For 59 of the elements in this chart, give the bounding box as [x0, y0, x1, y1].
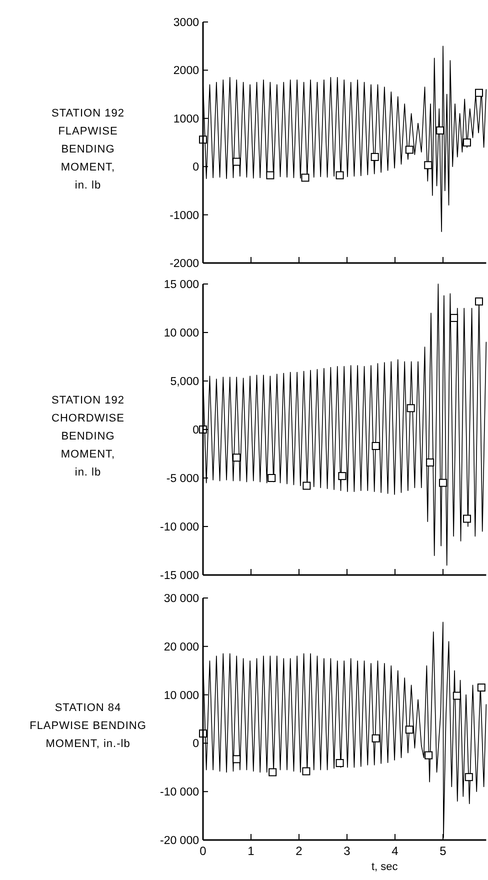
y-tick-label: -2000: [170, 258, 199, 270]
point: [450, 314, 458, 322]
point: [336, 171, 344, 180]
x-axis-title: t, sec: [371, 861, 398, 873]
point: [475, 88, 483, 97]
point: [426, 458, 434, 466]
y-tick-label: -20 000: [160, 835, 199, 848]
y-tick-label: 3000: [173, 17, 199, 30]
y-tick-label: -10 000: [160, 522, 199, 534]
y-tick-label: 0: [192, 162, 199, 174]
point: [370, 152, 379, 161]
y-tick-label: -1000: [170, 210, 199, 222]
point: [336, 759, 344, 768]
point: [266, 171, 274, 180]
point: [436, 126, 444, 134]
point: [452, 692, 461, 700]
y-tick-label: 20 000: [164, 641, 199, 654]
x-tick-label: 5: [440, 844, 447, 858]
y-axis-title: STATION 192 CHORDWISE BENDING MOMENT, in. lb: [52, 394, 124, 478]
point: [475, 297, 483, 306]
y-tick-label: 30 000: [164, 593, 199, 606]
point: [302, 482, 311, 490]
y-tick-label: 15 000: [164, 279, 199, 292]
point: [268, 768, 277, 776]
x-tick-label: 1: [248, 844, 255, 858]
point: [372, 734, 380, 742]
point: [406, 404, 415, 412]
x-tick-label: 4: [392, 844, 399, 858]
y-tick-label: 1000: [173, 113, 199, 126]
point: [405, 726, 414, 734]
y-tick-label: 5,000: [170, 376, 199, 388]
y-tick-label: 2000: [173, 65, 199, 78]
point: [463, 138, 471, 146]
point: [372, 442, 380, 450]
point: [477, 684, 486, 692]
y-tick-label: -15 000: [160, 570, 199, 582]
point: [405, 146, 414, 154]
point: [232, 158, 241, 166]
point: [439, 478, 447, 487]
y-axis-title: STATION 84 FLAPWISE BENDING MOMENT, in.-lb: [30, 702, 146, 750]
point: [301, 174, 310, 182]
y-tick-label: 0: [192, 424, 199, 437]
point: [232, 454, 241, 462]
y-tick-label: 10 000: [164, 328, 199, 340]
point: [232, 755, 241, 764]
y-tick-label: 10 000: [164, 690, 199, 702]
point: [463, 514, 471, 523]
point: [302, 767, 310, 776]
point: [424, 751, 433, 760]
y-tick-label: 0: [192, 738, 199, 750]
point: [338, 472, 346, 480]
x-tick-label: 3: [344, 844, 351, 858]
y-axis-title: STATION 192 FLAPWISE BENDING MOMENT, in. lb: [52, 108, 124, 192]
point: [268, 474, 276, 482]
y-tick-label: -5 000: [166, 473, 199, 486]
y-tick-label: -10 000: [160, 786, 199, 799]
point: [464, 773, 473, 782]
point: [424, 161, 432, 170]
x-tick-label: 2: [296, 844, 303, 858]
